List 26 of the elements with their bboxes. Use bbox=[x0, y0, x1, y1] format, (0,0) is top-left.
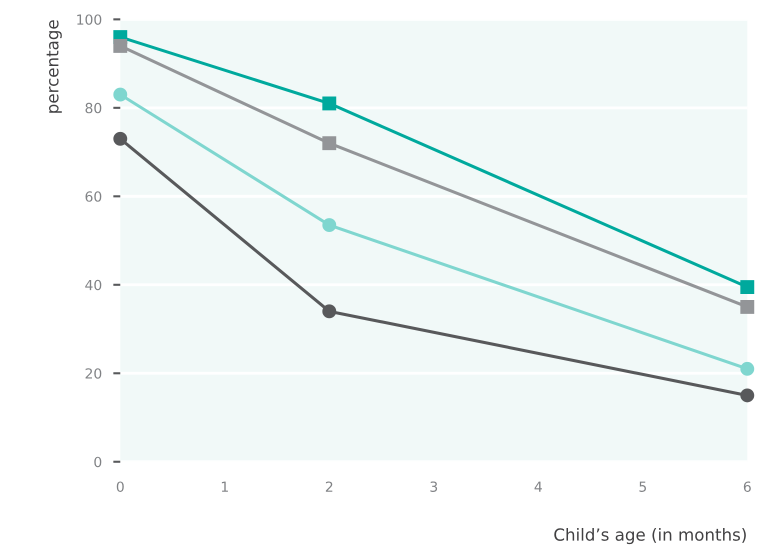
point bbox=[113, 88, 128, 102]
y-axis-title: percentage bbox=[46, 20, 62, 113]
point bbox=[322, 304, 336, 318]
x-tick-label: 1 bbox=[222, 482, 228, 492]
x-tick-label: 0 bbox=[116, 481, 124, 492]
x-tick-label: 4 bbox=[534, 482, 542, 492]
x-tick-label: 6 bbox=[744, 481, 751, 492]
x-axis-title: Child’s age (in months) bbox=[554, 528, 746, 544]
point bbox=[322, 136, 336, 150]
point bbox=[113, 38, 128, 53]
point bbox=[322, 96, 336, 110]
y-tick-label: 60 bbox=[86, 191, 102, 202]
point bbox=[740, 388, 754, 402]
point bbox=[740, 300, 754, 314]
x-tick-label: 3 bbox=[430, 481, 438, 492]
point bbox=[740, 280, 754, 294]
y-tick-label: 20 bbox=[86, 368, 102, 379]
y-tick-label: 0 bbox=[94, 456, 102, 468]
point bbox=[322, 218, 336, 232]
point bbox=[113, 132, 128, 146]
x-tick-label: 5 bbox=[639, 482, 646, 492]
point bbox=[740, 362, 754, 376]
x-tick-label: 2 bbox=[326, 481, 332, 492]
y-tick-label: 80 bbox=[85, 102, 102, 114]
y-tick-label: 40 bbox=[85, 280, 102, 290]
y-tick-label: 100 bbox=[77, 14, 102, 25]
